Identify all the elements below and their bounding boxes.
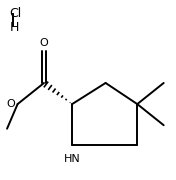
Text: O: O bbox=[6, 99, 15, 109]
Text: O: O bbox=[40, 38, 48, 48]
Text: HN: HN bbox=[64, 154, 81, 164]
Text: H: H bbox=[10, 21, 19, 34]
Text: Cl: Cl bbox=[10, 7, 22, 20]
